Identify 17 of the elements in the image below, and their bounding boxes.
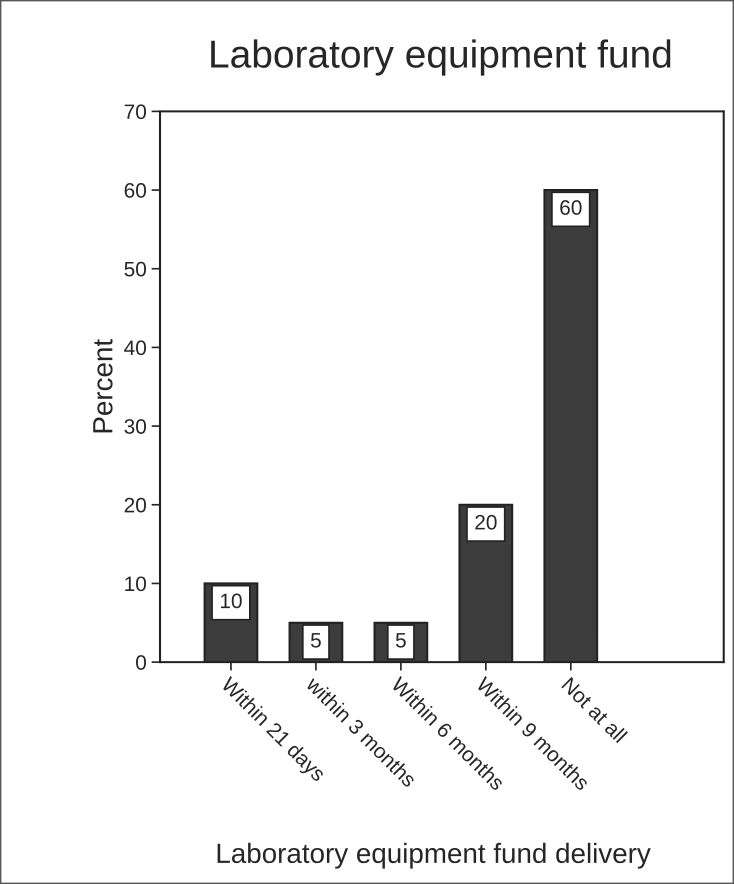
x-axis-title: Laboratory equipment fund delivery bbox=[218, 842, 651, 869]
y-tick-label: 0 bbox=[136, 655, 146, 670]
data-label: 60 bbox=[560, 200, 582, 215]
y-axis-title: Percent bbox=[93, 339, 113, 432]
data-label: 20 bbox=[475, 514, 497, 530]
chart-title: Laboratory equipment fund bbox=[211, 39, 670, 76]
y-tick-label: 70 bbox=[124, 104, 146, 120]
data-label: 5 bbox=[396, 633, 406, 648]
y-tick-label: 60 bbox=[124, 183, 146, 198]
y-tick-label: 30 bbox=[124, 419, 146, 434]
data-label: 5 bbox=[310, 633, 321, 648]
x-tick-label: Not at all bbox=[561, 676, 628, 744]
y-tick-label: 40 bbox=[124, 340, 146, 356]
y-tick-label: 50 bbox=[124, 262, 146, 276]
y-tick-label: 20 bbox=[124, 498, 146, 513]
y-tick-label: 10 bbox=[125, 576, 146, 592]
data-label: 10 bbox=[220, 594, 242, 608]
